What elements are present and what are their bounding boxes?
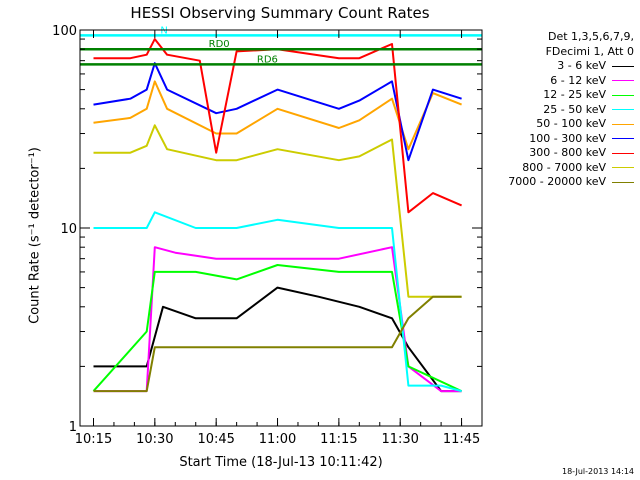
legend-entry-label: 800 - 7000 keV [522,160,606,174]
series-line-8 [93,124,462,298]
y-axis-label: Count Rate (s⁻¹ detector⁻¹) [27,147,43,324]
legend-entry-1: 3 - 6 keV [478,59,634,74]
x-tick-label-5: 11:15 [320,432,357,447]
legend-entry-label: 50 - 100 keV [536,117,606,130]
legend-entry-label: 7000 - 20000 keV [508,175,606,188]
legend-swatch [612,152,634,154]
legend-header-2: FDecimi 1, Att 0 [545,44,634,58]
x-tick-label-3: 10:45 [197,432,234,447]
series-line-9 [93,295,462,393]
legend-swatch [612,181,634,183]
annotation-label-1: N [160,25,167,36]
annotation-label-3: RD6 [257,54,278,65]
generation-timestamp: 18-Jul-2013 14:14 [561,467,634,476]
legend-header-1: Det 1,3,5,6,7,9, [547,30,634,43]
legend-entry-9: 7000 - 20000 keV [478,175,634,190]
series-line-6 [93,62,462,162]
legend-entry-7: 300 - 800 keV [478,146,634,161]
x-tick-label-1: 10:15 [75,432,112,447]
legend-entry-5: 50 - 100 keV [478,117,634,132]
legend-swatch [612,80,634,82]
legend-entry-2: 6 - 12 keV [478,74,634,89]
annotation-label-2: RD0 [209,39,230,50]
y-tick-label-2: 10 [60,222,77,237]
legend-entry-label: 100 - 300 keV [529,131,606,145]
chart-title: HESSI Observing Summary Count Rates [130,4,430,22]
series-line-4 [93,211,462,393]
series-line-1 [93,286,462,393]
x-tick-label-6: 11:30 [381,432,418,447]
legend-entry-label: 25 - 50 keV [543,102,606,116]
legend-entry-label: 3 - 6 keV [557,59,606,72]
y-tick-label-1: 1 [69,420,77,435]
legend-swatch [612,167,634,169]
legend-entry-label: 12 - 25 keV [543,88,606,101]
legend-entry-6: 100 - 300 keV [478,132,634,147]
plot-area: N RD0 RD6 [80,25,482,393]
series-line-3 [92,264,463,393]
legend-swatch [612,123,634,125]
legend-swatch [612,65,634,67]
x-tick-label-2: 10:30 [136,432,173,447]
series-line-5 [93,80,462,151]
legend-entry-label: 300 - 800 keV [529,146,606,159]
y-tick-label-3: 100 [52,24,77,39]
legend-entry-4: 25 - 50 keV [478,103,634,118]
legend-entry-3: 12 - 25 keV [478,88,634,103]
legend-entry-label: 6 - 12 keV [550,73,606,87]
legend-swatch [612,138,634,140]
axes: 10:15 10:30 10:45 11:00 11:15 11:30 11:45 1 10 10… [52,24,483,447]
legend-entries: 3 - 6 keV 6 - 12 keV 12 - 25 keV 25 - 50 ke… [478,59,634,190]
legend-swatch [612,109,634,111]
legend-swatch [612,94,634,96]
legend-entry-8: 800 - 7000 keV [478,161,634,176]
legend: Det 1,3,5,6,7,9, FDecimi 1, Att 0 3 - 6 … [478,30,634,190]
x-tick-label-4: 11:00 [259,432,296,447]
x-tick-label-7: 11:45 [443,432,480,447]
x-axis-label: Start Time (18-Jul-13 10:11:42) [179,455,383,470]
